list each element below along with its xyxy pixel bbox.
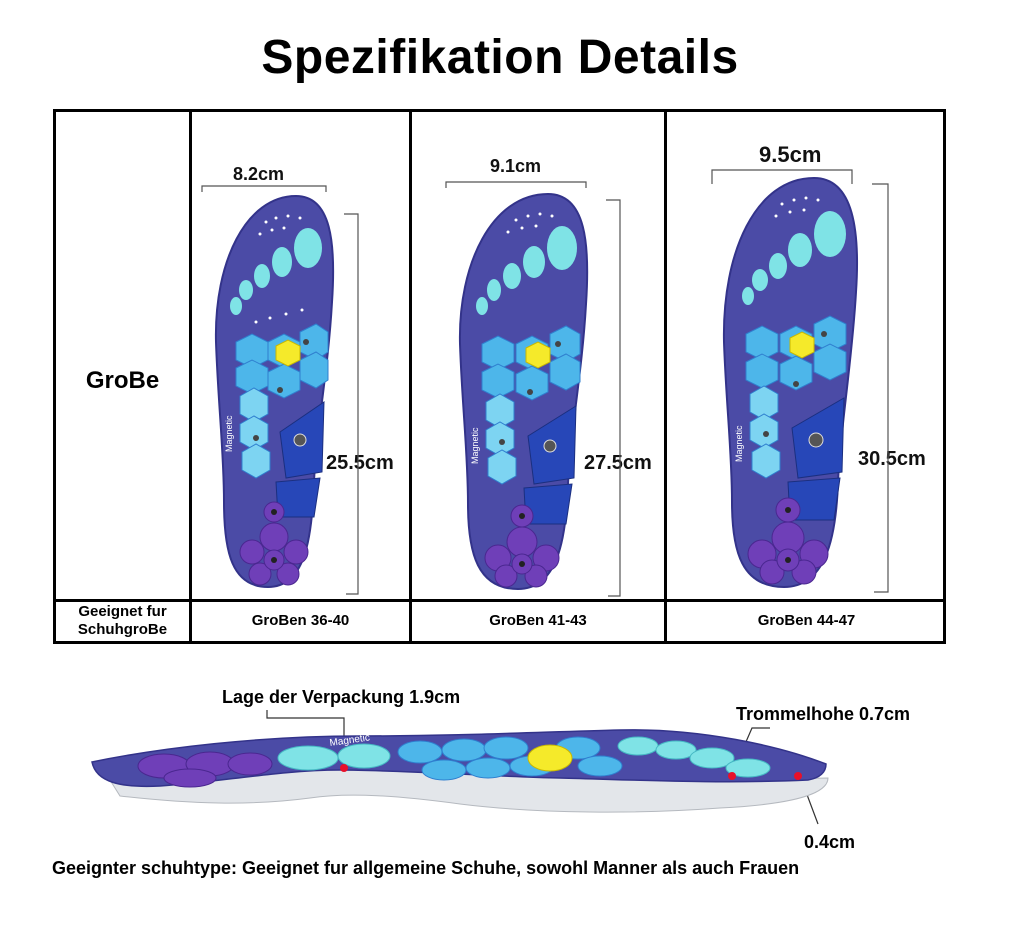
width-label-1: 8.2cm xyxy=(233,164,285,184)
row-header-fit-line1: Geeignet fur xyxy=(78,603,167,620)
callout-thickness: 0.4cm xyxy=(804,832,856,852)
insole-text-3: Magnetic xyxy=(734,425,744,462)
table-divider xyxy=(189,112,192,641)
row-header-size: GroBe xyxy=(85,367,160,394)
callout-drum-height: Trommelhohe 0.7cm xyxy=(736,704,911,724)
table-divider xyxy=(56,599,943,602)
table-divider xyxy=(664,112,667,641)
insole-text-1: Magnetic xyxy=(224,415,234,452)
insole-text-2: Magnetic xyxy=(470,427,480,464)
row-header-fit: Geeignet fur SchuhgroBe xyxy=(56,603,189,639)
size-cell-3: GroBen 44-47 xyxy=(757,612,856,629)
size-cell-1: GroBen 36-40 xyxy=(251,612,350,629)
size-cell-2: GroBen 41-43 xyxy=(489,612,587,629)
page-title: Spezifikation Details xyxy=(261,31,739,84)
width-label-3: 9.5cm xyxy=(759,142,822,167)
length-label-1: 25.5cm xyxy=(326,452,394,474)
callout-packaging: Lage der Verpackung 1.9cm xyxy=(222,687,461,707)
length-label-2: 27.5cm xyxy=(584,452,652,474)
row-header-fit-line2: SchuhgroBe xyxy=(77,621,168,638)
width-label-2: 9.1cm xyxy=(490,156,542,176)
insole-image-3: Magnetic xyxy=(711,169,889,593)
footer-note: Geeignter schuhtype: Geeignet fur allgem… xyxy=(52,858,800,878)
spec-table: GroBe Geeignet fur SchuhgroBe GroBen 36-… xyxy=(53,109,946,644)
insole-image-2: Magnetic xyxy=(445,181,621,597)
table-divider xyxy=(409,112,412,641)
length-label-3: 30.5cm xyxy=(858,448,926,470)
insole-side-view: Magnetic xyxy=(91,710,829,825)
insole-image-1: Magnetic xyxy=(201,185,359,595)
